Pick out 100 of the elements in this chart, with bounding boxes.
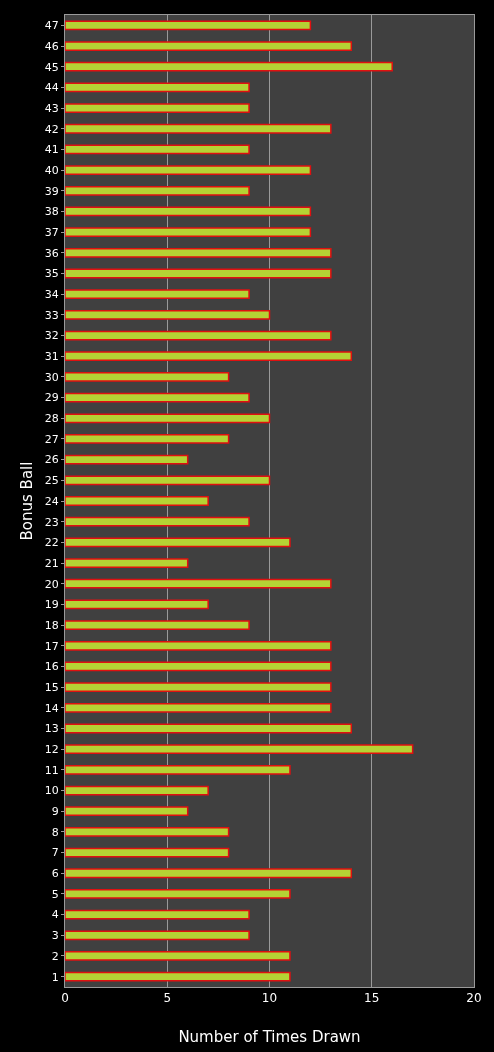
bar (65, 744, 414, 755)
x-tick-label: 5 (163, 991, 172, 1006)
y-tick-label: 22 (44, 536, 59, 550)
x-tick-label: 20 (466, 991, 482, 1006)
y-tick-label: 44 (44, 81, 59, 95)
bar (65, 330, 332, 341)
bar (65, 413, 271, 424)
bar (65, 289, 250, 300)
bar (65, 537, 291, 548)
bar (65, 82, 250, 93)
bar (65, 558, 189, 568)
bar (65, 578, 332, 589)
y-tick-label: 24 (44, 494, 59, 508)
bar (65, 909, 250, 920)
bar (65, 806, 189, 817)
y-tick-label: 35 (44, 267, 59, 281)
bar (65, 496, 209, 506)
y-tick-label: 40 (44, 163, 59, 177)
y-tick-label: 1 (51, 970, 59, 984)
y-tick-label: 31 (44, 350, 59, 364)
bar (65, 103, 250, 113)
bar (65, 599, 209, 610)
y-tick-label: 19 (44, 598, 59, 612)
bar (65, 868, 353, 879)
y-tick-label: 15 (44, 680, 59, 694)
y-tick-label: 7 (51, 846, 59, 860)
bar (65, 206, 312, 217)
y-tick-label: 10 (44, 784, 59, 798)
y-tick-label: 4 (51, 908, 59, 922)
y-tick-label: 34 (44, 288, 59, 302)
bar (65, 971, 291, 982)
bar (65, 434, 230, 444)
bar (65, 516, 250, 527)
bar (65, 951, 291, 961)
y-tick-label: 18 (44, 618, 59, 632)
y-tick-label: 23 (44, 515, 59, 529)
bar (65, 20, 312, 31)
bar (65, 640, 332, 651)
bar (65, 165, 312, 175)
y-tick-label: 46 (44, 39, 59, 53)
bar (65, 144, 250, 155)
y-tick-label: 36 (44, 246, 59, 260)
y-tick-label: 20 (44, 577, 59, 591)
bar (65, 372, 230, 382)
bar (65, 764, 291, 775)
y-tick-label: 8 (51, 825, 59, 839)
bar (65, 247, 332, 258)
y-tick-label: 45 (44, 60, 59, 74)
y-tick-label: 27 (44, 432, 59, 446)
y-tick-label: 47 (44, 19, 59, 33)
bar (65, 723, 353, 734)
bar (65, 682, 332, 693)
bar (65, 227, 312, 238)
y-tick-label: 17 (44, 639, 59, 653)
y-tick-label: 21 (44, 556, 59, 570)
bar (65, 847, 230, 858)
y-tick-label: 43 (44, 101, 59, 115)
y-tick-label: 11 (44, 763, 59, 777)
bar (65, 309, 271, 320)
x-tick-label: 10 (261, 991, 278, 1006)
bar (65, 827, 230, 837)
bar (65, 661, 332, 672)
x-tick-label: 0 (61, 991, 69, 1006)
y-tick-label: 14 (44, 701, 59, 715)
y-tick-label: 25 (44, 474, 59, 488)
y-tick-label: 3 (51, 929, 59, 943)
y-tick-label: 16 (44, 660, 59, 674)
x-axis-title: Number of Times Drawn (178, 1028, 361, 1046)
y-tick-label: 32 (44, 329, 59, 343)
y-tick-label: 9 (51, 805, 59, 819)
y-tick-label: 12 (44, 743, 59, 757)
y-tick-label: 29 (44, 391, 59, 405)
y-tick-label: 38 (44, 205, 59, 219)
bar (65, 785, 209, 796)
bar (65, 930, 250, 941)
bar (65, 889, 291, 899)
y-tick-label: 33 (44, 308, 59, 322)
y-tick-label: 28 (44, 412, 59, 426)
y-tick-label: 39 (44, 184, 59, 198)
y-tick-label: 26 (44, 453, 59, 467)
bar (65, 268, 332, 279)
y-tick-label: 2 (51, 949, 59, 963)
bar (65, 702, 332, 713)
y-tick-label: 41 (44, 143, 59, 157)
bar (65, 61, 393, 72)
y-tick-label: 30 (44, 370, 59, 384)
bar (65, 620, 250, 630)
y-tick-label: 5 (51, 887, 59, 901)
bar (65, 351, 353, 362)
x-tick-label: 15 (364, 991, 380, 1006)
bar (65, 185, 250, 196)
y-tick-label: 42 (44, 122, 59, 136)
y-axis-title: Bonus Ball (18, 461, 37, 541)
bar (65, 392, 250, 403)
y-tick-label: 37 (44, 226, 59, 239)
bar (65, 475, 271, 486)
bar (65, 41, 353, 51)
bar (65, 454, 189, 465)
y-tick-label: 13 (44, 722, 59, 736)
bar (65, 123, 332, 134)
